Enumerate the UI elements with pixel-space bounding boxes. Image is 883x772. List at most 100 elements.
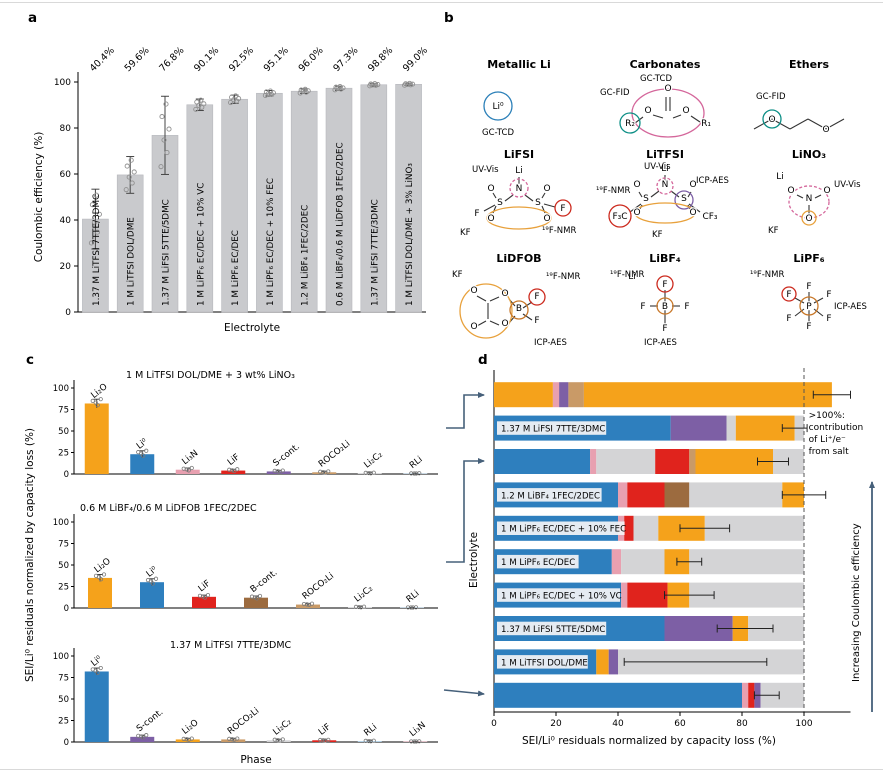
scatter-point (129, 180, 135, 186)
atom-label: B (516, 304, 522, 314)
x-tick-label: 40 (612, 719, 624, 729)
bar-label-bg (497, 621, 607, 636)
highlight-ring (486, 206, 552, 230)
atom-label: R₁ (701, 119, 711, 129)
molecule-metallic-li: Metallic Li Li⁰ GC-TCD (448, 58, 590, 159)
atom-label: F (474, 209, 479, 219)
bond (825, 118, 845, 130)
scatter-point (93, 668, 98, 673)
bar-label-bg (497, 488, 602, 502)
phase-label: Li₃N (408, 720, 428, 739)
scatter-point (267, 88, 273, 94)
y-tick-label: 100 (54, 78, 71, 88)
bond (814, 194, 822, 199)
ce-bar (395, 84, 422, 313)
highlight-ring (799, 296, 819, 316)
libf4-structure: Li B F F F F ¹⁹F-NMR ICP-AES (610, 270, 691, 348)
scatter-point (91, 220, 97, 226)
technique-label: GC-FID (756, 92, 786, 102)
technique-label: ¹⁹F-NMR (542, 226, 576, 236)
atom-label: F (684, 302, 689, 312)
atom-label: O (768, 115, 775, 125)
y-tick-label: 75 (58, 539, 69, 549)
annotation-line: contribution (809, 423, 864, 433)
bar-label-bg (497, 554, 579, 569)
y-tick-label: 50 (58, 427, 69, 437)
scatter-point (205, 593, 211, 598)
phase-label: B-cont. (249, 568, 280, 595)
scatter-point (326, 737, 331, 742)
stack-segment (596, 449, 656, 474)
bond (543, 203, 556, 208)
bond (687, 191, 692, 198)
scatter-point (184, 737, 189, 742)
panel-b-structures: Metallic Li Li⁰ GC-TCD Carbonates R₂ O O O R₁ GC-… (446, 30, 882, 360)
bond (650, 190, 660, 198)
highlight-ring (656, 297, 674, 315)
bar-label-bg (497, 521, 625, 535)
panel-d-label: d (478, 352, 488, 368)
bar-label: 1 M LiPF₆ EC/DEC (501, 558, 575, 568)
atom-label: F (806, 282, 811, 292)
bond (483, 204, 496, 212)
phase-label: RLi (405, 589, 422, 605)
bar-label: 1 M LiPF₆ EC/DEC + 10% FEC (501, 525, 626, 535)
panel-c-subplot-1: 0 25 50 75 100 1 M LiTFSI DOL/DME + 3 wt% LiN… (53, 370, 438, 480)
bond (489, 296, 500, 302)
bond (796, 194, 804, 199)
scatter-point (275, 469, 280, 474)
scatter-point (200, 594, 206, 599)
stack-segment (552, 382, 560, 408)
technique-label: ICP-AES (534, 338, 567, 348)
y-tick-label: 50 (58, 561, 69, 571)
ce-value-label: 59.6% (123, 45, 152, 74)
atom-label: P (806, 302, 812, 312)
panel-c-label: c (26, 352, 35, 368)
annotation-line: of Li⁺/e⁻ (809, 435, 846, 445)
bond (522, 313, 533, 321)
y-tick-label: 50 (58, 695, 69, 705)
atom-label: O (487, 184, 494, 194)
scatter-point (139, 734, 144, 739)
bond (504, 194, 514, 202)
stack-segment (621, 582, 628, 608)
stack-segment (627, 482, 665, 508)
highlight-ring (656, 275, 674, 293)
stack-segment (633, 515, 659, 541)
scatter-point (123, 187, 129, 193)
x-tick-label: 20 (550, 719, 562, 729)
atom-label: F (640, 302, 645, 312)
bar-label-bg (497, 655, 588, 669)
highlight-ring (509, 178, 529, 198)
highlight-ring (509, 300, 529, 320)
scatter-point (321, 470, 326, 475)
y-tick-label: 100 (53, 518, 69, 528)
scatter-point (233, 93, 239, 99)
scatter-point (412, 739, 417, 744)
ce-value-label: 96.0% (297, 45, 326, 74)
technique-label: ICP-AES (644, 338, 677, 348)
bond (794, 308, 805, 317)
molecule-carbonates: Carbonates R₂ O O O R₁ GC-TCD GC-FID (594, 58, 736, 159)
scatter-point (371, 738, 376, 743)
increasing-ce-label: Increasing Coulombic efficiency (851, 523, 862, 682)
molecule-libf4: LiBF₄ Li B F F F F ¹⁹F-NMR ICP-AES (594, 252, 736, 353)
x-tick-label: 0 (491, 719, 497, 729)
scatter-point (98, 665, 103, 671)
technique-label: KF (452, 270, 463, 280)
y-tick-label: 40 (60, 216, 72, 226)
molecule-ethers: Ethers O O GC-FID (738, 58, 880, 159)
scatter-point (144, 448, 149, 453)
y-tick-label: 60 (60, 170, 72, 180)
scatter-point (93, 192, 99, 198)
scatter-point (94, 229, 100, 235)
atom-label: F₃C (612, 212, 627, 222)
molecule-name: LiDFOB (496, 252, 542, 265)
phase-bar (357, 741, 382, 742)
phase-label: Li₂O (93, 556, 113, 575)
phase-bar (140, 582, 164, 608)
molecule-name: Ethers (788, 58, 830, 71)
